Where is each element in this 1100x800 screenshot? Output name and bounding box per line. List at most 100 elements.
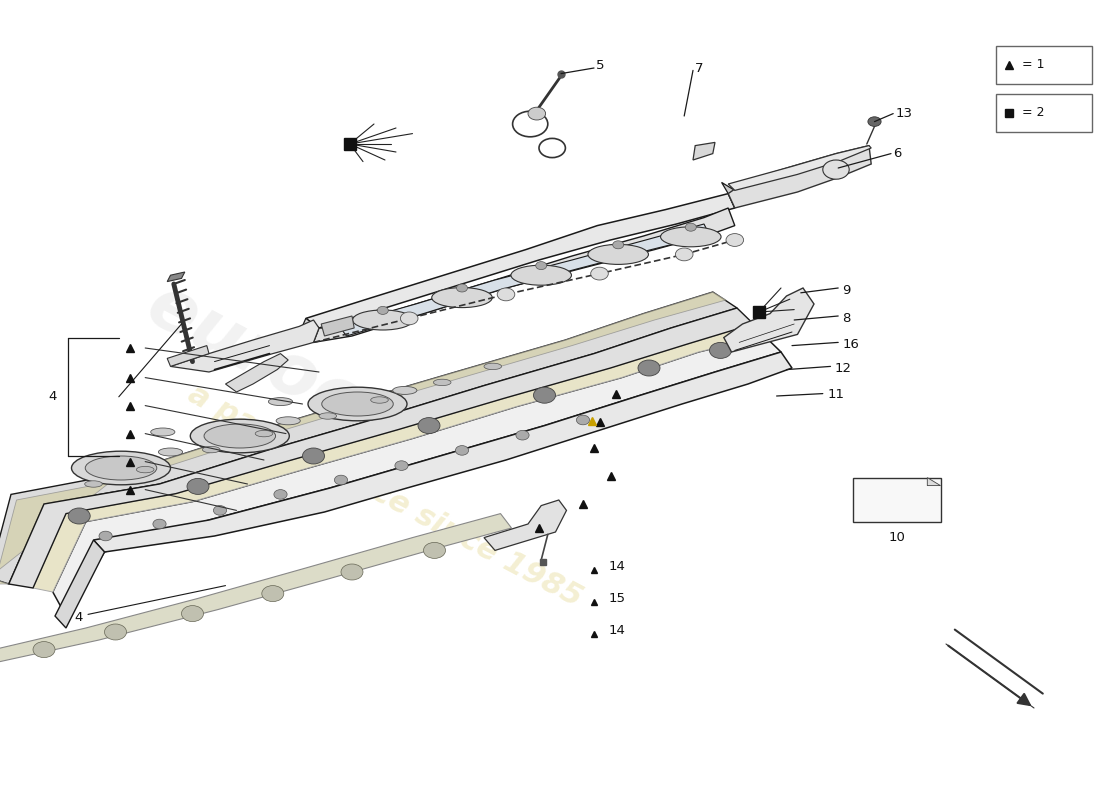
Text: = 2: = 2 [1022,106,1044,119]
Ellipse shape [308,387,407,421]
Polygon shape [728,146,871,190]
Circle shape [868,117,881,126]
Ellipse shape [433,379,451,386]
Circle shape [456,284,468,292]
Text: 14: 14 [608,560,625,573]
Circle shape [424,542,446,558]
Text: 14: 14 [608,624,625,637]
Ellipse shape [268,398,293,406]
Ellipse shape [86,456,156,480]
Polygon shape [167,272,185,282]
Ellipse shape [158,448,183,456]
Circle shape [33,642,55,658]
Circle shape [710,342,732,358]
Text: 6: 6 [893,147,902,160]
Ellipse shape [319,413,337,419]
Polygon shape [9,308,754,588]
Ellipse shape [321,392,394,416]
Circle shape [341,564,363,580]
Ellipse shape [660,227,722,247]
Text: 10: 10 [888,531,905,544]
Polygon shape [0,514,512,664]
Polygon shape [170,320,319,372]
Polygon shape [724,288,814,352]
Ellipse shape [352,310,412,330]
Circle shape [262,586,284,602]
Ellipse shape [431,288,493,308]
Circle shape [685,223,696,231]
Text: 7: 7 [695,62,704,74]
Polygon shape [299,318,319,342]
Circle shape [536,262,547,270]
Text: eurocars: eurocars [134,270,482,498]
Ellipse shape [72,451,170,485]
Circle shape [576,415,590,425]
Circle shape [153,519,166,529]
Polygon shape [722,182,735,208]
Text: 5: 5 [596,59,605,72]
Ellipse shape [276,417,300,425]
Ellipse shape [151,428,175,436]
Circle shape [400,312,418,325]
Circle shape [418,418,440,434]
Circle shape [182,606,204,622]
Circle shape [591,267,608,280]
Text: 9: 9 [843,284,851,297]
Polygon shape [0,292,726,584]
Ellipse shape [136,466,154,473]
Ellipse shape [85,481,102,487]
Circle shape [99,531,112,541]
Circle shape [68,508,90,524]
Text: a parts source since 1985: a parts source since 1985 [183,379,587,613]
Circle shape [497,288,515,301]
Ellipse shape [255,430,273,437]
Ellipse shape [204,424,275,448]
Text: = 1: = 1 [1022,58,1044,71]
Circle shape [334,475,348,485]
Circle shape [395,461,408,470]
Circle shape [528,107,546,120]
Polygon shape [927,478,940,486]
Circle shape [534,387,556,403]
Text: 4: 4 [75,611,84,624]
Text: 8: 8 [843,311,851,325]
Ellipse shape [484,363,502,370]
Polygon shape [321,316,354,336]
Circle shape [377,306,388,314]
Circle shape [213,506,227,515]
Ellipse shape [510,265,572,285]
Polygon shape [226,354,288,392]
Ellipse shape [202,446,220,453]
Polygon shape [728,146,871,208]
Circle shape [675,248,693,261]
Polygon shape [306,194,735,328]
Ellipse shape [371,397,388,403]
Circle shape [187,478,209,494]
Polygon shape [53,336,781,616]
Polygon shape [55,540,104,628]
Polygon shape [94,352,792,552]
Circle shape [823,160,849,179]
Ellipse shape [190,419,289,453]
Polygon shape [0,292,737,584]
Circle shape [455,446,469,455]
Circle shape [516,430,529,440]
Circle shape [638,360,660,376]
Circle shape [104,624,126,640]
FancyBboxPatch shape [996,46,1092,84]
Polygon shape [339,224,710,336]
Ellipse shape [588,245,649,264]
Text: 12: 12 [835,362,851,374]
Text: 11: 11 [827,388,844,402]
Polygon shape [314,208,735,342]
Circle shape [302,448,324,464]
Circle shape [274,490,287,499]
Text: 15: 15 [608,592,625,605]
Text: 16: 16 [843,338,859,350]
Polygon shape [167,346,209,366]
FancyBboxPatch shape [852,478,940,522]
Circle shape [613,241,624,249]
Ellipse shape [393,386,417,394]
Text: 13: 13 [895,107,912,120]
Text: 4: 4 [48,390,57,403]
